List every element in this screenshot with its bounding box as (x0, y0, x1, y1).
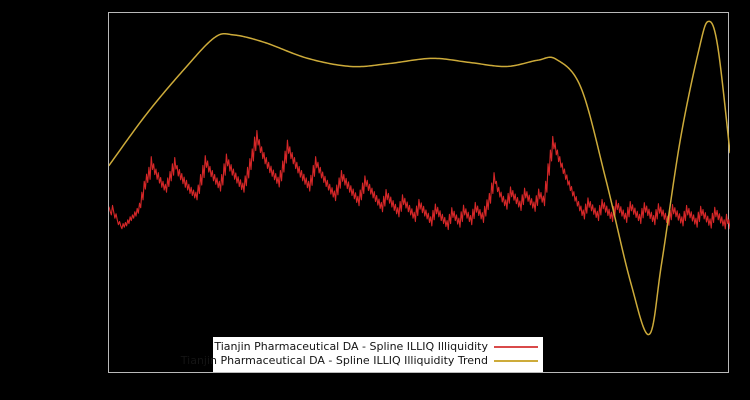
series-swatch-icon (494, 346, 538, 348)
plot-svg (109, 20, 730, 336)
legend-entry-series: Tianjin Pharmaceutical DA - Spline ILLIQ… (214, 340, 538, 354)
plot-area (108, 12, 730, 373)
y-axis-tick-labels: 100000000001000000001000000100001001 (0, 0, 104, 400)
legend-label-trend: Tianjin Pharmaceutical DA - Spline ILLIQ… (180, 354, 488, 367)
trend-swatch-icon (494, 360, 538, 362)
illiq-trend-line (109, 20, 730, 336)
illiq-series-line (109, 130, 730, 231)
chart-legend: Tianjin Pharmaceutical DA - Spline ILLIQ… (181, 337, 543, 372)
legend-entry-trend: Tianjin Pharmaceutical DA - Spline ILLIQ… (181, 354, 538, 368)
legend-label-series: Tianjin Pharmaceutical DA - Spline ILLIQ… (214, 340, 488, 353)
